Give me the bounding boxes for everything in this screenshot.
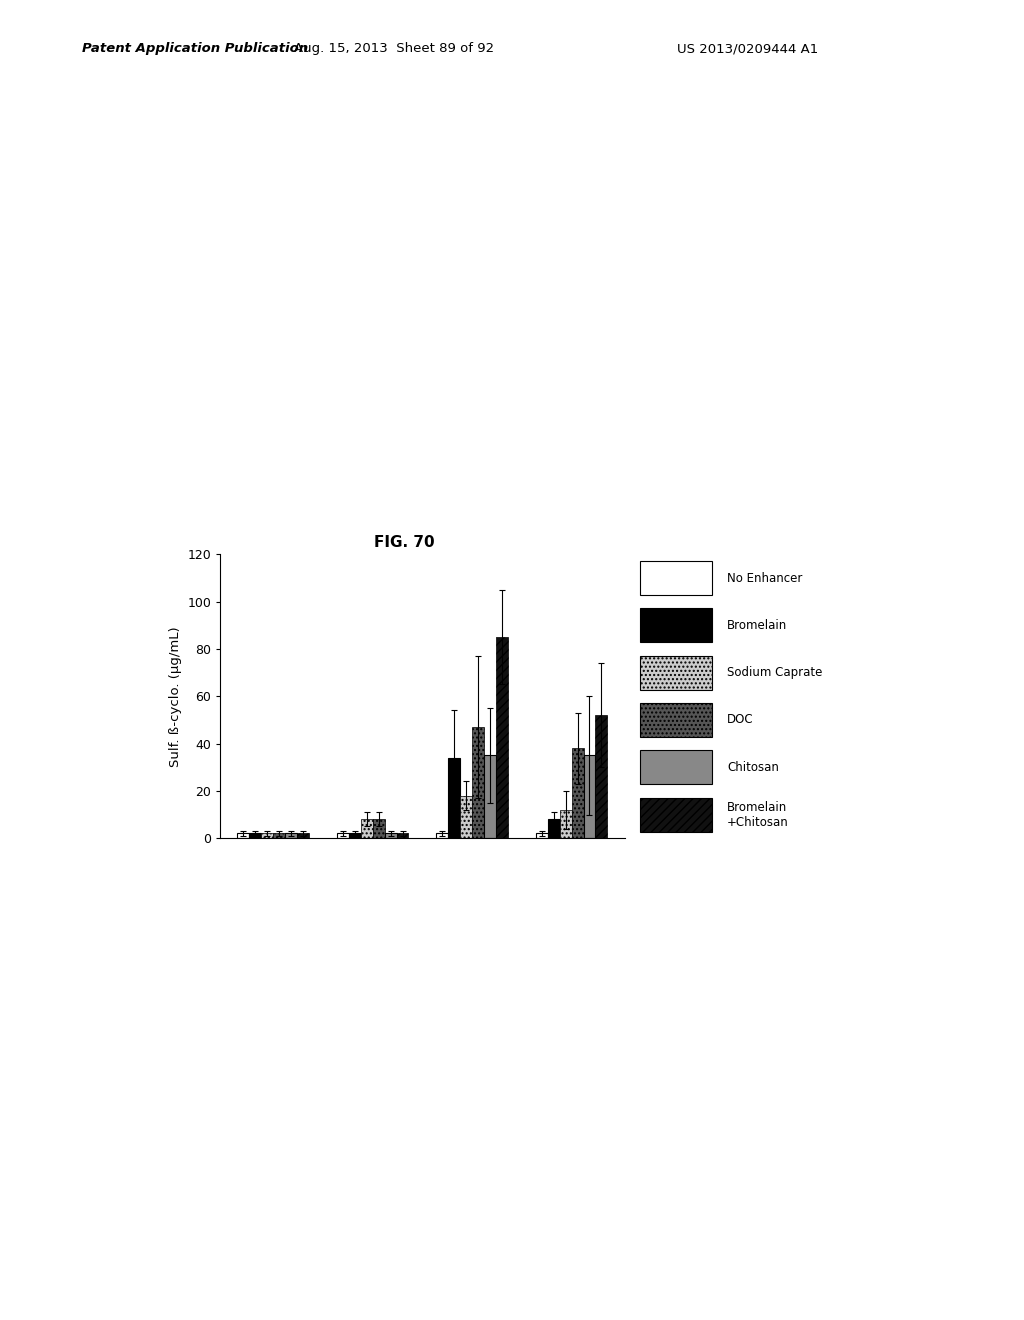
Bar [460,796,472,838]
Bar [496,638,508,838]
Bar [449,758,460,838]
FancyBboxPatch shape [640,561,712,595]
FancyBboxPatch shape [640,656,712,689]
Y-axis label: Sulf. ß-cyclo. (µg/mL): Sulf. ß-cyclo. (µg/mL) [169,626,181,767]
Bar [373,820,385,838]
Text: Chitosan: Chitosan [727,760,779,774]
FancyBboxPatch shape [640,609,712,643]
Bar [560,809,571,838]
Bar [548,820,560,838]
Bar [349,833,360,838]
FancyBboxPatch shape [640,797,712,832]
Text: Aug. 15, 2013  Sheet 89 of 92: Aug. 15, 2013 Sheet 89 of 92 [294,42,495,55]
Bar [584,755,596,838]
Bar [385,833,396,838]
Bar [238,833,249,838]
Text: No Enhancer: No Enhancer [727,572,803,585]
Bar [297,833,309,838]
Text: US 2013/0209444 A1: US 2013/0209444 A1 [677,42,818,55]
Bar [285,833,297,838]
Bar [436,833,449,838]
Bar [396,833,409,838]
Bar [249,833,261,838]
Bar [472,727,484,838]
Text: Patent Application Publication: Patent Application Publication [82,42,308,55]
Bar [360,820,373,838]
Bar [484,755,496,838]
FancyBboxPatch shape [640,750,712,784]
Bar [261,833,273,838]
Text: Sodium Caprate: Sodium Caprate [727,667,822,680]
Bar [273,833,285,838]
Text: Bromelain: Bromelain [727,619,787,632]
Bar [536,833,548,838]
Text: DOC: DOC [727,713,754,726]
Text: FIG. 70: FIG. 70 [374,535,435,549]
Bar [337,833,349,838]
Bar [571,748,584,838]
FancyBboxPatch shape [640,704,712,737]
Text: Bromelain
+Chitosan: Bromelain +Chitosan [727,800,788,829]
Bar [596,715,607,838]
